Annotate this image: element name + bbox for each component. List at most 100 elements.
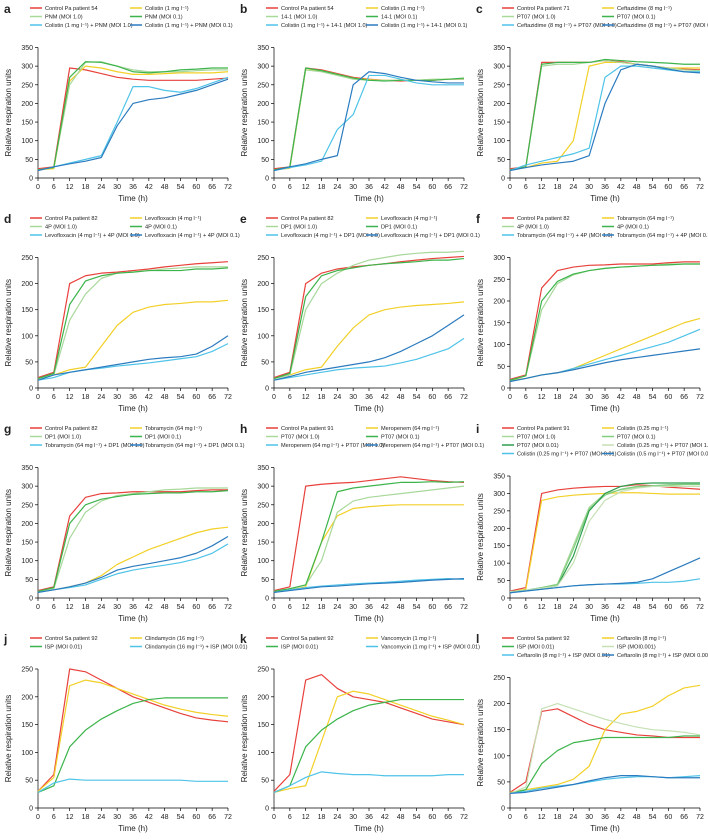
x-tick-label: 48 bbox=[161, 184, 169, 191]
y-tick-label: 300 bbox=[21, 64, 33, 71]
legend-label: Control Pa patient 82 bbox=[45, 426, 98, 432]
series-line bbox=[37, 67, 229, 170]
x-tick-label: 18 bbox=[82, 814, 90, 821]
series-line bbox=[37, 61, 228, 171]
x-tick-label: 12 bbox=[538, 604, 546, 611]
x-tick-label: 24 bbox=[97, 604, 105, 611]
x-tick-label: 48 bbox=[397, 814, 405, 821]
x-tick-label: 18 bbox=[318, 814, 326, 821]
x-tick-label: 6 bbox=[52, 394, 56, 401]
series-line bbox=[273, 74, 464, 172]
x-tick-label: 60 bbox=[664, 394, 672, 401]
y-tick-label: 50 bbox=[261, 359, 269, 366]
y-tick-label: 0 bbox=[29, 386, 33, 393]
x-tick-label: 18 bbox=[318, 394, 326, 401]
x-tick-label: 24 bbox=[97, 394, 105, 401]
series-line bbox=[37, 335, 229, 381]
y-tick-label: 200 bbox=[257, 101, 269, 108]
x-tick-label: 42 bbox=[145, 184, 153, 191]
series-line bbox=[273, 771, 464, 793]
x-tick-label: 0 bbox=[272, 184, 276, 191]
x-tick-label: 0 bbox=[508, 604, 512, 611]
legend-label: PNM (MOI 1.0) bbox=[45, 15, 83, 21]
legend-label: Control Pa patient 82 bbox=[45, 216, 98, 222]
x-tick-label: 72 bbox=[460, 604, 468, 611]
x-tick-label: 6 bbox=[524, 814, 528, 821]
x-tick-label: 0 bbox=[508, 814, 512, 821]
panel-label: f bbox=[476, 212, 481, 226]
x-axis-label: Time (h) bbox=[118, 614, 148, 623]
y-tick-label: 250 bbox=[257, 502, 269, 509]
legend-label: DP1 (MOI 1.0) bbox=[281, 225, 317, 231]
legend-label: Colistin (0.5 mg l⁻¹) + PT07 (MOI 0.01) bbox=[617, 452, 708, 458]
y-axis-label: Relative respiration units bbox=[476, 493, 485, 581]
y-tick-label: 300 bbox=[493, 255, 505, 262]
series-line bbox=[37, 65, 229, 171]
legend-label: Colistin (0.25 mg l⁻¹) bbox=[617, 426, 669, 432]
legend-label: Control Pa patient 71 bbox=[517, 6, 570, 12]
y-tick-label: 200 bbox=[21, 281, 33, 288]
y-tick-label: 100 bbox=[493, 561, 505, 568]
series-line bbox=[273, 67, 464, 170]
series-line bbox=[37, 697, 228, 793]
y-tick-label: 0 bbox=[265, 386, 269, 393]
x-axis-label: Time (h) bbox=[118, 404, 148, 413]
y-tick-label: 100 bbox=[257, 558, 269, 565]
series-line bbox=[37, 487, 228, 592]
legend-label: Meropenem (64 mg l⁻¹) + PT07 (MOI 1.0) bbox=[281, 443, 384, 449]
y-tick-label: 150 bbox=[493, 120, 505, 127]
legend-label: Control Pa patient 82 bbox=[517, 216, 570, 222]
x-tick-label: 54 bbox=[413, 184, 421, 191]
panel-label: d bbox=[4, 212, 11, 226]
legend-label: Ceftazidime (8 mg l⁻¹) bbox=[617, 6, 672, 12]
legend-label: PNM (MOI 0.1) bbox=[145, 15, 183, 21]
x-tick-label: 60 bbox=[428, 184, 436, 191]
legend-label: Control Pa patient 91 bbox=[281, 426, 334, 432]
x-tick-label: 6 bbox=[524, 184, 528, 191]
x-tick-label: 36 bbox=[129, 604, 137, 611]
series-line bbox=[509, 58, 700, 171]
y-tick-label: 150 bbox=[493, 727, 505, 734]
x-tick-label: 6 bbox=[288, 814, 292, 821]
legend-label: DP1 (MOI 0.1) bbox=[145, 435, 181, 441]
series-line bbox=[509, 484, 701, 592]
x-tick-label: 42 bbox=[617, 184, 625, 191]
x-tick-label: 6 bbox=[288, 394, 292, 401]
y-tick-label: 300 bbox=[21, 484, 33, 491]
series-line bbox=[509, 735, 700, 794]
x-axis-label: Time (h) bbox=[590, 194, 620, 203]
x-tick-label: 12 bbox=[538, 814, 546, 821]
x-tick-label: 54 bbox=[177, 394, 185, 401]
legend-label: 4P (MOI 0.1) bbox=[145, 225, 177, 231]
y-axis-label: Relative respiration units bbox=[240, 695, 249, 783]
series-line bbox=[273, 504, 464, 592]
series-line bbox=[509, 482, 700, 593]
y-tick-label: 200 bbox=[21, 101, 33, 108]
x-tick-label: 48 bbox=[397, 604, 405, 611]
legend-label: Meropenem (64 mg l⁻¹) bbox=[381, 426, 439, 432]
y-tick-label: 0 bbox=[29, 596, 33, 603]
panel-label: b bbox=[240, 2, 247, 16]
legend-label: Control Pa patient 54 bbox=[45, 6, 98, 12]
x-tick-label: 18 bbox=[554, 604, 562, 611]
y-tick-label: 150 bbox=[257, 540, 269, 547]
x-tick-label: 18 bbox=[318, 604, 326, 611]
x-tick-label: 12 bbox=[538, 184, 546, 191]
x-tick-label: 66 bbox=[444, 394, 452, 401]
series-line bbox=[37, 490, 229, 592]
y-tick-label: 200 bbox=[257, 281, 269, 288]
y-axis-label: Relative respiration units bbox=[240, 279, 249, 367]
series-line bbox=[273, 250, 465, 380]
x-tick-label: 36 bbox=[129, 394, 137, 401]
series-line bbox=[509, 65, 700, 172]
series-line bbox=[37, 299, 229, 380]
legend-label: Colistin (1 mg l⁻¹) + 14-1 (MOI 1.0) bbox=[281, 23, 368, 29]
y-tick-label: 0 bbox=[265, 806, 269, 813]
x-tick-label: 72 bbox=[224, 394, 232, 401]
series-line bbox=[37, 78, 229, 172]
x-tick-label: 18 bbox=[318, 184, 326, 191]
panel-label: g bbox=[4, 422, 11, 436]
x-axis-label: Time (h) bbox=[354, 194, 384, 203]
x-tick-label: 36 bbox=[365, 604, 373, 611]
x-tick-label: 6 bbox=[524, 394, 528, 401]
